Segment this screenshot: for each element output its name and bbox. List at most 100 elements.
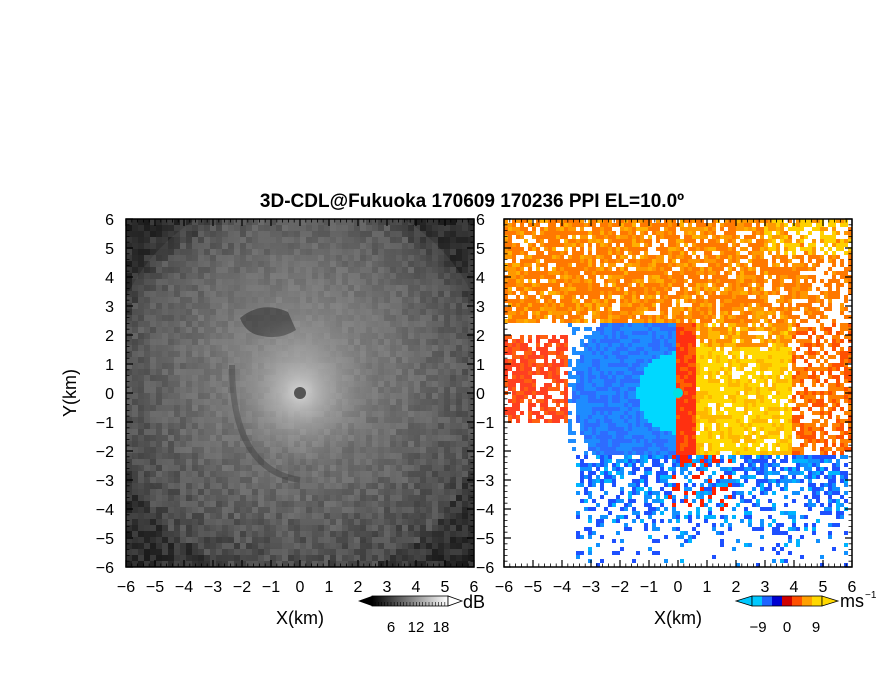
velocity-cell [660, 255, 664, 259]
velocity-cell [692, 219, 696, 223]
velocity-cell [796, 291, 800, 295]
velocity-cell [848, 247, 852, 251]
velocity-cell [580, 235, 584, 239]
velocity-cell [816, 223, 820, 227]
velocity-cell [588, 239, 592, 243]
x-tick-label: 6 [470, 579, 479, 596]
intensity-cell [462, 471, 468, 477]
velocity-cell [524, 271, 528, 275]
velocity-cell [704, 255, 708, 259]
velocity-cell [592, 235, 596, 239]
intensity-cell [462, 561, 468, 567]
velocity-cell [572, 247, 576, 251]
velocity-cell [532, 223, 536, 227]
velocity-cell [764, 259, 768, 263]
velocity-cell [592, 259, 596, 263]
intensity-cell [162, 501, 168, 507]
intensity-cell [450, 561, 456, 567]
axis-tick [126, 219, 474, 567]
intensity-cell [420, 225, 426, 231]
velocity-cell [576, 239, 580, 243]
intensity-cell [180, 531, 186, 537]
velocity-cell [744, 227, 748, 231]
velocity-cell [792, 291, 796, 295]
velocity-cell [548, 283, 552, 287]
colorbar-arrow-high [447, 595, 464, 607]
velocity-cell [548, 243, 552, 247]
velocity-cell [804, 247, 808, 251]
velocity-cell [572, 291, 576, 295]
velocity-cell [648, 275, 652, 279]
velocity-cell [608, 295, 612, 299]
velocity-cell [680, 275, 684, 279]
velocity-cell [780, 271, 784, 275]
intensity-ticks [125, 218, 475, 568]
intensity-cell [402, 543, 408, 549]
velocity-cell [832, 219, 836, 223]
intensity-cell [420, 513, 426, 519]
intensity-cell [144, 255, 150, 261]
velocity-cell [608, 271, 612, 275]
velocity-cell [752, 231, 756, 235]
velocity-cell [616, 259, 620, 263]
velocity-cell [608, 259, 612, 263]
velocity-cell [764, 219, 768, 223]
velocity-cell [800, 239, 804, 243]
velocity-cell [544, 231, 548, 235]
velocity-cell [680, 295, 684, 299]
velocity-cell [828, 247, 832, 251]
velocity-cell [576, 279, 580, 283]
velocity-cell [760, 251, 764, 255]
velocity-cell [592, 299, 596, 303]
velocity-cell [776, 235, 780, 239]
intensity-cell [432, 237, 438, 243]
velocity-cell [716, 259, 720, 263]
velocity-cell [620, 219, 624, 223]
velocity-cell [776, 271, 780, 275]
velocity-cell [680, 251, 684, 255]
velocity-cell [660, 271, 664, 275]
velocity-cell [664, 235, 668, 239]
velocity-cell [532, 231, 536, 235]
velocity-cell [784, 259, 788, 263]
velocity-cell [596, 219, 600, 223]
intensity-cell [438, 531, 444, 537]
velocity-cell [608, 291, 612, 295]
velocity-cell [536, 275, 540, 279]
intensity-cell [354, 555, 360, 561]
velocity-cell [800, 275, 804, 279]
velocity-cell [744, 239, 748, 243]
velocity-cell [580, 259, 584, 263]
intensity-cell [126, 531, 132, 537]
velocity-cell [628, 231, 632, 235]
velocity-cell [692, 239, 696, 243]
velocity-cell [780, 231, 784, 235]
velocity-cell [536, 223, 540, 227]
velocity-cell [592, 275, 596, 279]
intensity-cell [228, 561, 234, 567]
intensity-cell [444, 507, 450, 513]
intensity-cell [456, 219, 462, 225]
axis-tick [126, 219, 474, 567]
intensity-cell [468, 249, 474, 255]
velocity-cell [664, 247, 668, 251]
velocity-cell [568, 239, 572, 243]
velocity-cell [600, 239, 604, 243]
intensity-cell [312, 561, 318, 567]
velocity-cell [792, 295, 796, 299]
velocity-cell [604, 259, 608, 263]
axis-tick [126, 219, 474, 567]
intensity-cell [414, 219, 420, 225]
axis-tick [126, 219, 474, 567]
intensity-cell [408, 537, 414, 543]
intensity-cell [144, 513, 150, 519]
velocity-cell [588, 299, 592, 303]
intensity-cell [168, 561, 174, 567]
velocity-cell [800, 243, 804, 247]
velocity-cell [624, 263, 628, 267]
velocity-cell [600, 247, 604, 251]
velocity-cell [772, 247, 776, 251]
velocity-cell [556, 267, 560, 271]
velocity-cell [784, 223, 788, 227]
intensity-cell [162, 231, 168, 237]
